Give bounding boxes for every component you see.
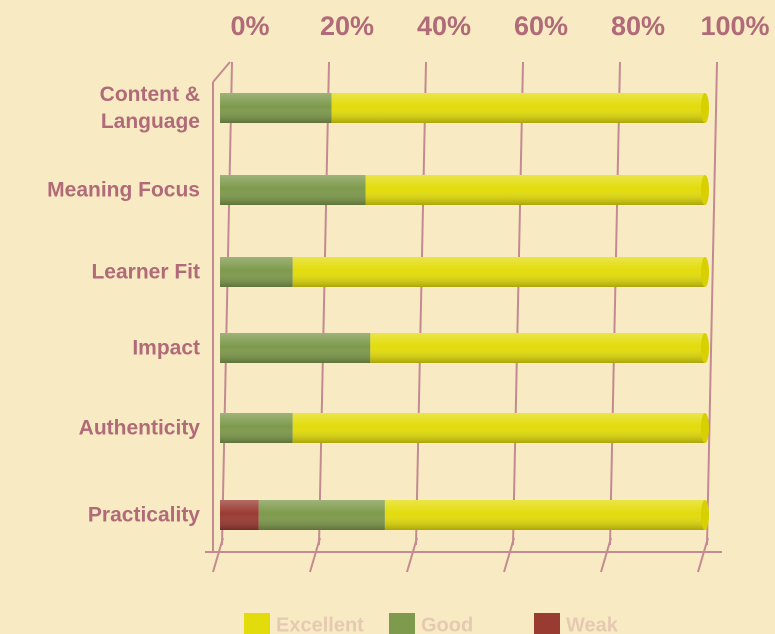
bar-shade — [220, 257, 293, 287]
category-label: Content & Language — [99, 83, 200, 133]
legend-label: Good — [421, 614, 473, 634]
category-label: Meaning Focus — [47, 178, 200, 202]
bar-segment — [220, 93, 332, 123]
tick-mark — [600, 537, 612, 573]
tick-mark — [697, 537, 709, 573]
category-label: Impact — [132, 336, 200, 360]
bar-cap — [701, 175, 709, 205]
bar-segment — [384, 500, 705, 530]
x-tick-label: 0% — [230, 11, 269, 41]
x-tick-label: 40% — [417, 11, 471, 41]
bar-shade — [370, 333, 705, 363]
bar-shade — [365, 175, 705, 205]
x-tick-label: 20% — [320, 11, 374, 41]
axis-line — [212, 61, 231, 83]
bar-segment — [331, 93, 705, 123]
legend-swatch — [389, 613, 415, 634]
bar-shade — [220, 333, 371, 363]
bar-shade — [220, 175, 366, 205]
x-tick-label: 80% — [611, 11, 665, 41]
category-label: Learner Fit — [91, 260, 200, 284]
grid-line — [415, 61, 427, 546]
bar-segment — [220, 500, 259, 530]
bar-segment — [365, 175, 705, 205]
x-tick-label: 100% — [700, 11, 769, 41]
tick-mark — [503, 537, 515, 573]
grid-line — [609, 61, 621, 546]
bar-cap — [701, 500, 709, 530]
bar-cap — [701, 333, 709, 363]
grid-line — [318, 61, 330, 546]
bar-shade — [220, 413, 293, 443]
legend-swatch — [244, 613, 270, 634]
bar-segment — [220, 257, 293, 287]
grid-line — [221, 61, 233, 546]
legend-label: Excellent — [276, 614, 364, 634]
tick-mark — [406, 537, 418, 573]
bar-cap — [701, 93, 709, 123]
bar-cap — [701, 413, 709, 443]
bar-cap — [701, 257, 709, 287]
bar-segment — [220, 333, 371, 363]
bar-segment — [258, 500, 385, 530]
tick-mark — [212, 537, 224, 573]
bar-shade — [292, 413, 705, 443]
bar-segment — [220, 175, 366, 205]
grid-line — [512, 61, 524, 546]
bar-segment — [292, 413, 705, 443]
legend-swatch — [534, 613, 560, 634]
bar-segment — [292, 257, 705, 287]
bar-segment — [220, 413, 293, 443]
bar-shade — [258, 500, 385, 530]
grid-line — [706, 61, 718, 546]
bar-shade — [292, 257, 705, 287]
tick-mark — [309, 537, 321, 573]
bar-shade — [384, 500, 705, 530]
category-label: Practicality — [87, 503, 200, 527]
category-label: Authenticity — [78, 416, 200, 440]
legend-label: Weak — [566, 614, 619, 634]
bar-shade — [220, 500, 259, 530]
bar-shade — [220, 93, 332, 123]
x-tick-label: 60% — [514, 11, 568, 41]
bar-segment — [370, 333, 705, 363]
bar-shade — [331, 93, 705, 123]
